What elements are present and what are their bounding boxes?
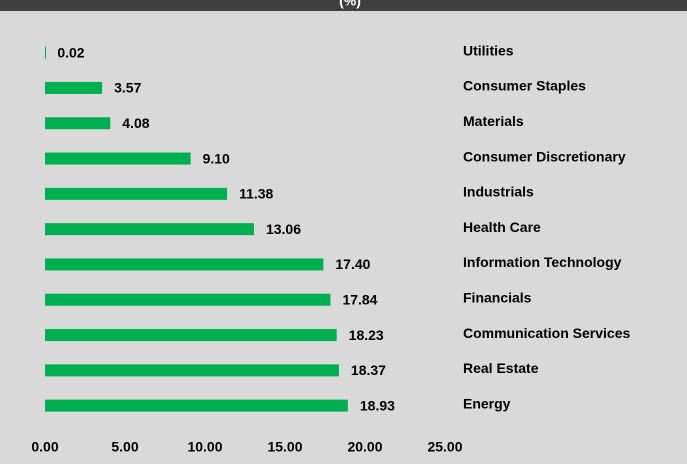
category-label: Real Estate: [463, 360, 539, 376]
x-tick-label: 20.00: [347, 439, 382, 455]
chart-title: (%): [339, 0, 361, 9]
bar: [45, 223, 254, 236]
header-bar: [0, 0, 687, 11]
category-label: Communication Services: [463, 325, 630, 341]
value-label: 0.02: [57, 44, 84, 60]
bar: [45, 329, 337, 342]
x-tick-label: 10.00: [187, 439, 222, 455]
bar: [45, 187, 228, 200]
value-label: 18.93: [360, 397, 395, 413]
bar: [45, 81, 103, 94]
value-label: 3.57: [114, 80, 141, 96]
category-label: Industrials: [463, 184, 534, 200]
category-label: Energy: [463, 395, 511, 411]
value-label: 18.37: [351, 362, 386, 378]
bar: [45, 258, 324, 271]
category-label: Financials: [463, 289, 532, 305]
value-label: 11.38: [239, 186, 273, 202]
x-tick-label: 15.00: [267, 439, 302, 455]
category-label: Utilities: [463, 42, 514, 58]
category-label: Health Care: [463, 219, 541, 235]
value-label: 17.40: [335, 256, 370, 272]
category-label: Information Technology: [463, 254, 622, 270]
value-label: 13.06: [266, 221, 301, 237]
bar: [45, 152, 191, 165]
category-label: Consumer Discretionary: [463, 148, 626, 164]
value-label: 17.84: [342, 291, 377, 307]
category-label: Materials: [463, 113, 524, 129]
category-label: Consumer Staples: [463, 78, 586, 94]
value-label: 9.10: [203, 150, 230, 166]
x-tick-label: 5.00: [111, 439, 138, 455]
bar: [45, 293, 331, 306]
bar: [45, 46, 46, 59]
value-label: 4.08: [122, 115, 149, 131]
bar: [45, 117, 111, 130]
x-tick-label: 25.00: [427, 439, 462, 455]
bar: [45, 399, 348, 412]
bar: [45, 364, 339, 377]
x-tick-label: 0.00: [31, 439, 58, 455]
value-label: 18.23: [349, 327, 384, 343]
